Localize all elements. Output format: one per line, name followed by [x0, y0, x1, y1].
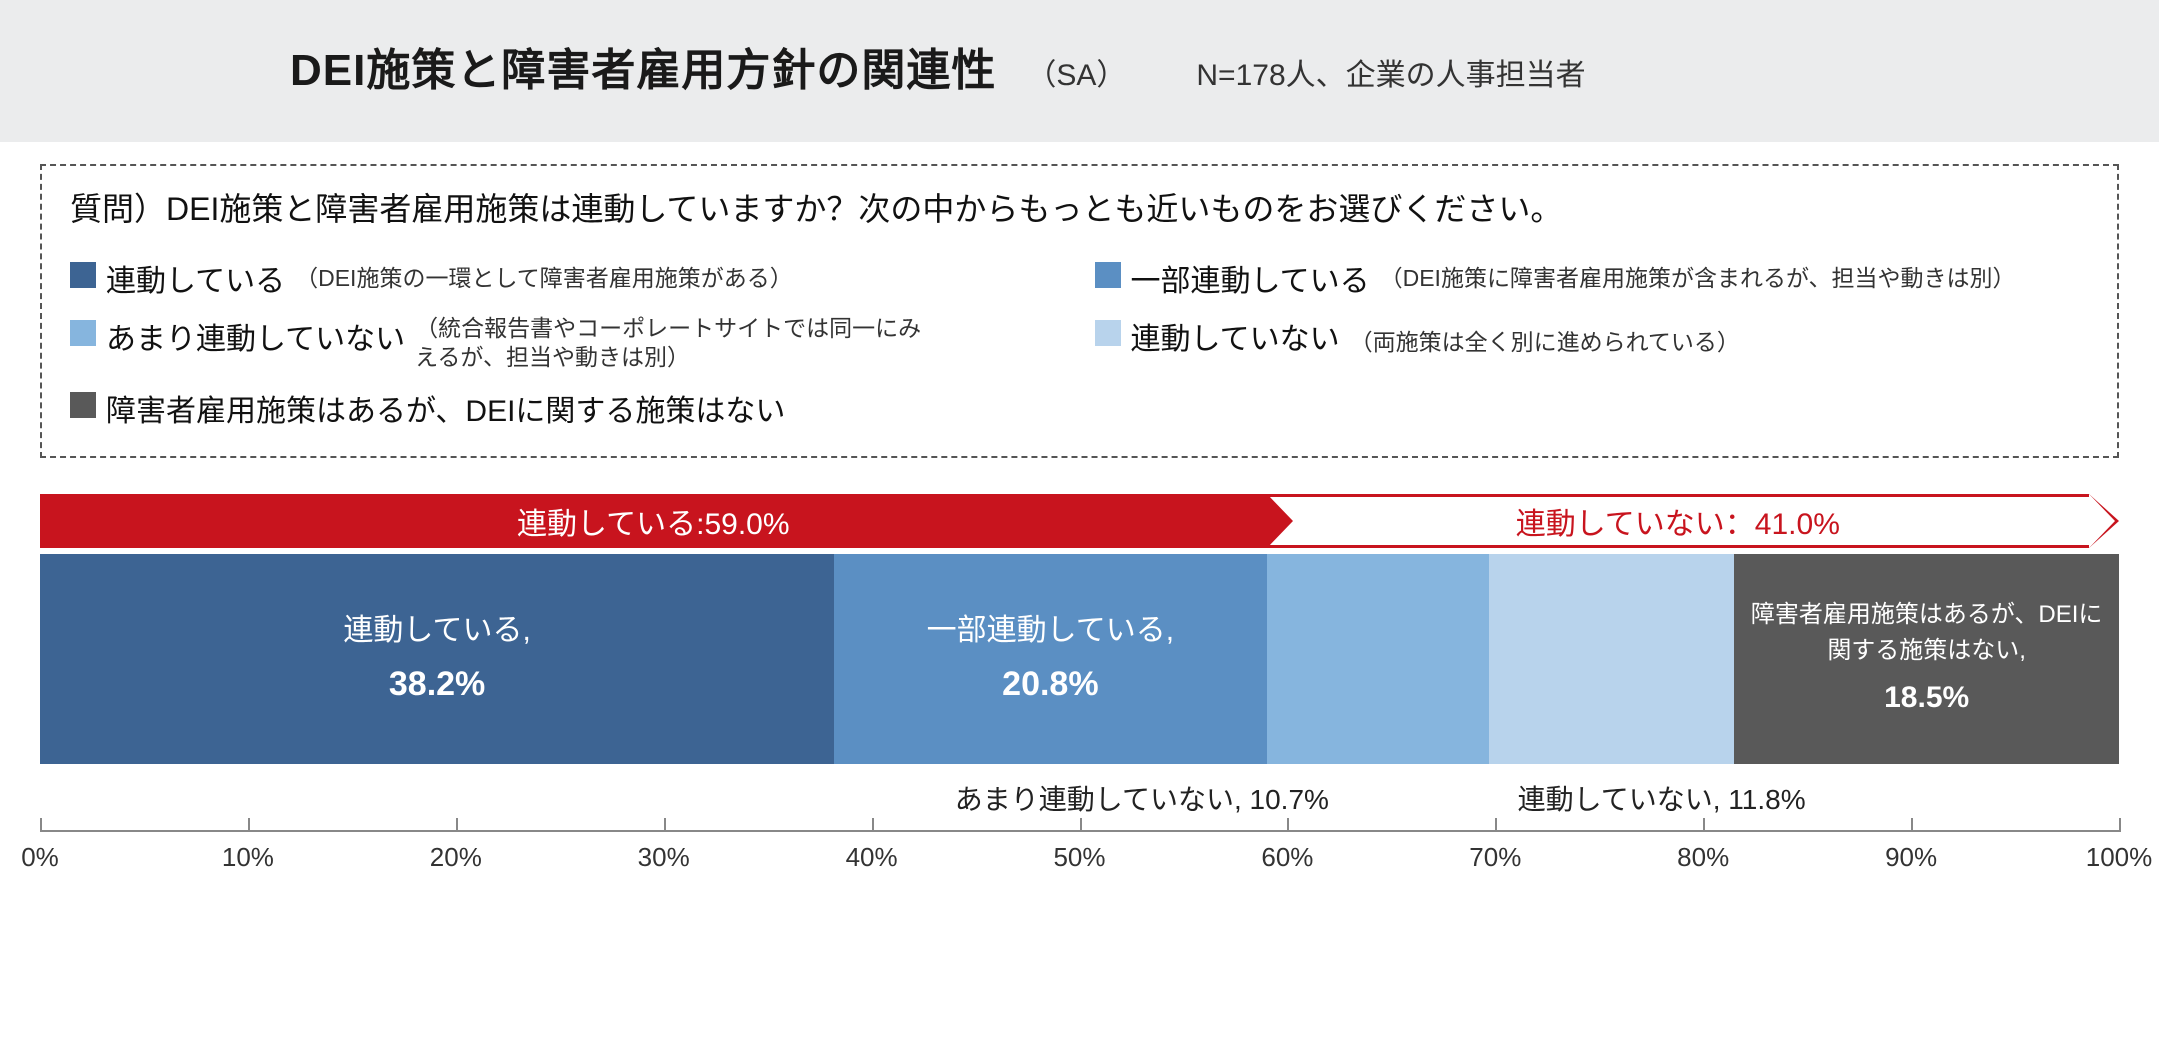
bar-segment: 障害者雇用施策はあるが、DEIに関する施策はない, 18.5%: [1734, 554, 2119, 764]
axis-tick-label: 70%: [1469, 842, 1521, 873]
axis-tick-label: 20%: [430, 842, 482, 873]
bar-row: 連動している, 38.2% 一部連動している, 20.8% 障害者雇用施策はあるが、DE…: [40, 554, 2119, 764]
content: 質問）DEI施策と障害者雇用施策は連動していますか？次の中からもっとも近いものを…: [0, 142, 2159, 886]
legend-item: 連動していない （両施策は全く別に進められている）: [1095, 314, 2090, 372]
below-label: 連動していない, 11.8%: [1518, 778, 1806, 818]
below-label: あまり連動していない, 10.7%: [955, 778, 1329, 818]
legend-item: あまり連動していない （統合報告書やコーポレートサイトでは同一にみえるが、担当や…: [70, 314, 1065, 372]
axis-tick: [40, 818, 42, 832]
axis-tick: [1911, 818, 1913, 832]
axis-tick: [2119, 818, 2121, 832]
segment-value: 38.2%: [389, 659, 485, 710]
axis-tick: [248, 818, 250, 832]
axis-tick-label: 60%: [1261, 842, 1313, 873]
axis-tick-label: 0%: [21, 842, 59, 873]
axis-tick: [456, 818, 458, 832]
legend-note: （DEI施策の一環として障害者雇用施策がある）: [295, 264, 793, 293]
legend: 連動している （DEI施策の一環として障害者雇用施策がある） 一部連動している …: [70, 256, 2089, 430]
legend-label: 障害者雇用施策はあるが、DEIに関する施策はない: [106, 386, 785, 430]
axis-tick: [1287, 818, 1289, 832]
axis-tick: [664, 818, 666, 832]
legend-note: （DEI施策に障害者雇用施策が含まれるが、担当や動きは別）: [1380, 264, 2016, 293]
question-text: 質問）DEI施策と障害者雇用施策は連動していますか？次の中からもっとも近いものを…: [70, 184, 2089, 230]
segment-label: 障害者雇用施策はあるが、DEIに関する施策はない,: [1740, 597, 2113, 669]
segment-value: 18.5%: [1884, 675, 1969, 720]
legend-swatch: [1095, 320, 1121, 346]
bar-segment: 一部連動している, 20.8%: [834, 554, 1266, 764]
summary-not-linked-text: 連動していない：41.0%: [1516, 499, 1840, 543]
bar-segment: 連動している, 38.2%: [40, 554, 834, 764]
sa-tag: （SA）: [1026, 50, 1126, 94]
summary-row: 連動している:59.0% 連動していない：41.0%: [40, 494, 2119, 548]
legend-note: （統合報告書やコーポレートサイトでは同一にみえるが、担当や動きは別）: [415, 314, 935, 372]
legend-swatch: [70, 392, 96, 418]
bar-segment: [1267, 554, 1489, 764]
axis-tick-label: 50%: [1053, 842, 1105, 873]
axis-tick: [1080, 818, 1082, 832]
bar-segment: [1489, 554, 1734, 764]
header-inner: DEI施策と障害者雇用方針の関連性 （SA） N=178人、企業の人事担当者: [0, 34, 2159, 98]
legend-label: 一部連動している: [1131, 256, 1370, 300]
axis-tick-label: 30%: [638, 842, 690, 873]
segment-label: 一部連動している,: [927, 608, 1174, 653]
axis-tick: [1703, 818, 1705, 832]
summary-linked: 連動している:59.0%: [40, 494, 1267, 548]
summary-linked-text: 連動している:59.0%: [517, 499, 790, 543]
axis-tick: [872, 818, 874, 832]
legend-swatch: [1095, 262, 1121, 288]
legend-label: 連動していない: [1131, 314, 1340, 358]
legend-item: 障害者雇用施策はあるが、DEIに関する施策はない: [70, 386, 2089, 430]
page-title: DEI施策と障害者雇用方針の関連性: [290, 34, 996, 98]
legend-item: 連動している （DEI施策の一環として障害者雇用施策がある）: [70, 256, 1065, 300]
question-box: 質問）DEI施策と障害者雇用施策は連動していますか？次の中からもっとも近いものを…: [40, 164, 2119, 458]
legend-label: 連動している: [106, 256, 285, 300]
legend-swatch: [70, 262, 96, 288]
legend-item: 一部連動している （DEI施策に障害者雇用施策が含まれるが、担当や動きは別）: [1095, 256, 2090, 300]
sample-meta: N=178人、企業の人事担当者: [1196, 50, 1585, 94]
axis-tick-label: 40%: [846, 842, 898, 873]
segment-value: 20.8%: [1002, 659, 1098, 710]
axis-tick-label: 90%: [1885, 842, 1937, 873]
legend-swatch: [70, 320, 96, 346]
header-band: DEI施策と障害者雇用方針の関連性 （SA） N=178人、企業の人事担当者: [0, 0, 2159, 142]
axis-tick-label: 80%: [1677, 842, 1729, 873]
x-axis: 0%10%20%30%40%50%60%70%80%90%100%: [40, 830, 2119, 886]
axis-tick: [1495, 818, 1497, 832]
stacked-bar-chart: 連動している, 38.2% 一部連動している, 20.8% 障害者雇用施策はあるが、DE…: [40, 554, 2119, 886]
segment-label: 連動している,: [343, 608, 530, 653]
axis-tick-label: 100%: [2086, 842, 2153, 873]
axis-tick-label: 10%: [222, 842, 274, 873]
summary-not-linked: 連動していない：41.0%: [1267, 494, 2089, 548]
legend-label: あまり連動していない: [106, 314, 405, 358]
legend-note: （両施策は全く別に進められている）: [1350, 328, 1740, 357]
